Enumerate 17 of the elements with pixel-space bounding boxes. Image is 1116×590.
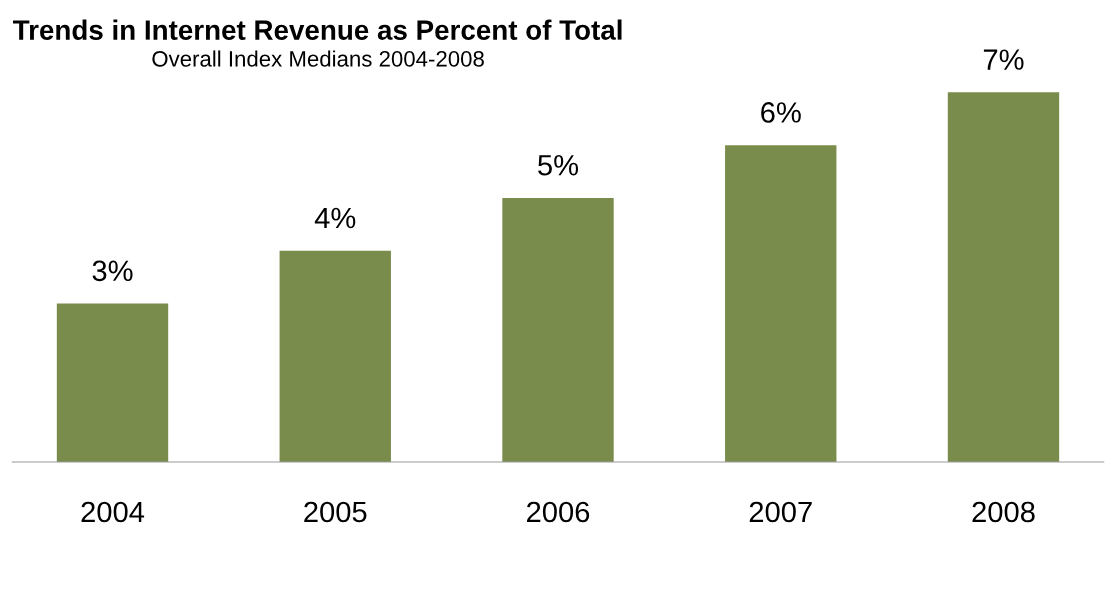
chart-subtitle: Overall Index Medians 2004-2008 <box>152 50 484 67</box>
x-tick-label: 2004 <box>81 501 145 523</box>
data-label: 6% <box>761 102 801 123</box>
bar <box>56 303 169 462</box>
bar <box>502 197 614 462</box>
x-tick-label: 2005 <box>304 501 367 523</box>
x-tick-label: 2006 <box>527 501 590 523</box>
data-label: 7% <box>983 49 1024 70</box>
data-label: 4% <box>314 207 356 229</box>
bar <box>947 92 1060 462</box>
bar <box>279 250 391 462</box>
chart-title: Trends in Internet Revenue as Percent of Total <box>13 19 622 40</box>
x-tick-label: 2008 <box>972 501 1035 523</box>
bar <box>725 145 837 462</box>
data-label: 3% <box>92 260 133 282</box>
data-label: 5% <box>538 155 579 176</box>
x-tick-label: 2007 <box>749 501 812 523</box>
